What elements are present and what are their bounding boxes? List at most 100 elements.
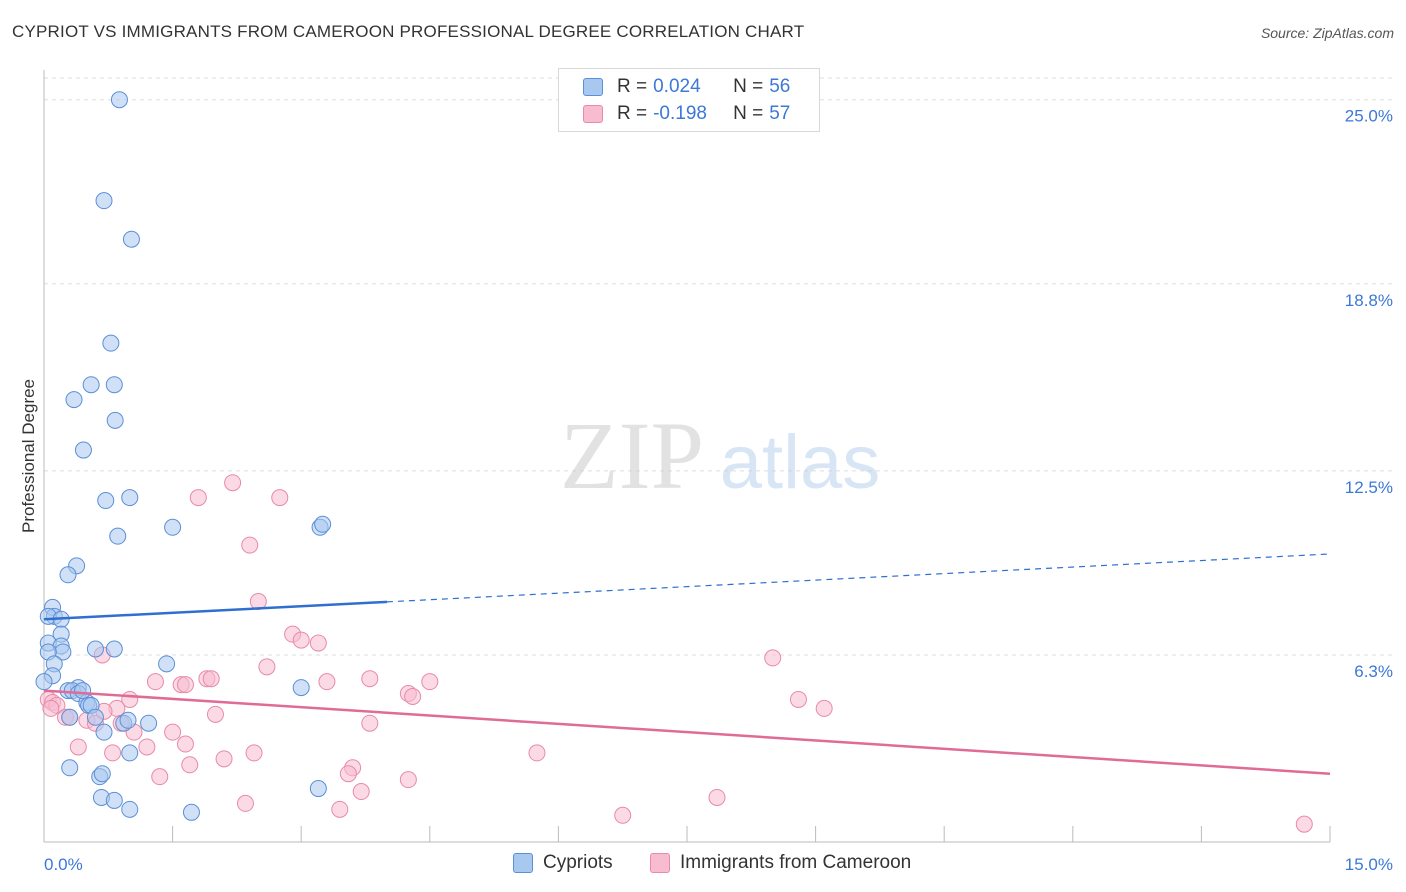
cameroon-point [236, 794, 254, 812]
cameroon-trend-line [43, 689, 1331, 775]
cameroon-point [215, 750, 233, 768]
chart-title: CYPRIOT VS IMMIGRANTS FROM CAMEROON PROF… [12, 22, 805, 41]
y-tick-label: 12.5% [1345, 478, 1393, 497]
cypriot-point [95, 723, 113, 741]
legend-r-label: R = [617, 103, 648, 124]
legend-swatch-blue [583, 78, 603, 96]
cypriot-point [105, 376, 123, 394]
cypriot-point [74, 441, 92, 459]
x-tick-label: 15.0% [1345, 855, 1393, 874]
cypriot-point [122, 230, 140, 248]
series-label-cameroon: Immigrants from Cameroon [680, 852, 912, 873]
cypriot-point [102, 334, 120, 352]
cameroon-point [815, 699, 833, 717]
cypriot-point [158, 655, 176, 673]
tick-labels: 6.3% 12.5% 18.8% 25.0% 0.0% 15.0% [44, 107, 1393, 874]
cameroon-point [258, 658, 276, 676]
legend-r-label: R = [617, 76, 648, 97]
cameroon-point [271, 489, 289, 507]
y-tick-label: 18.8% [1345, 291, 1393, 310]
watermark: ZIP atlas [560, 402, 880, 509]
cypriot-point [110, 91, 128, 109]
y-tick-label: 6.3% [1354, 662, 1393, 681]
cypriot-point [97, 492, 115, 510]
cypriot-point [93, 765, 111, 783]
cameroon-point [764, 649, 782, 667]
cypriot-point [105, 791, 123, 809]
legend-swatch-pink [583, 105, 603, 123]
y-tick-label: 25.0% [1345, 107, 1393, 126]
cameroon-point [309, 634, 327, 652]
cypriot-point [121, 489, 139, 507]
cypriot-point [164, 518, 182, 536]
cypriot-point [59, 566, 77, 584]
legend-n-value-cameroon: 57 [769, 103, 791, 124]
cameroon-point [614, 806, 632, 824]
cameroon-point [339, 765, 357, 783]
cameroon-point [164, 723, 182, 741]
cypriot-point [61, 708, 79, 726]
cypriot-point [292, 679, 310, 697]
trend-lines [43, 553, 1331, 775]
cameroon-point [104, 744, 122, 762]
legend-r-value-cypriots: 0.024 [653, 76, 701, 97]
cameroon-point [528, 744, 546, 762]
cameroon-point [708, 788, 726, 806]
y-axis-label: Professional Degree [19, 379, 38, 533]
legend-row-cameroon: R = -0.198 N = 57 [583, 102, 790, 126]
series-legend-cameroon: Immigrants from Cameroon [650, 852, 911, 874]
cameroon-point [138, 738, 156, 756]
cypriot-point [182, 803, 200, 821]
legend-n-label: N = [733, 103, 764, 124]
series-label-cypriots: Cypriots [543, 852, 613, 873]
cameroon-point [206, 705, 224, 723]
watermark-zip: ZIP [560, 402, 704, 509]
cypriot-point [82, 376, 100, 394]
series-swatch-blue [513, 853, 533, 873]
legend-r-value-cameroon: -0.198 [653, 103, 707, 124]
legend-n-value-cypriots: 56 [769, 76, 791, 97]
cypriot-trend-solid [43, 600, 387, 621]
cameroon-point [146, 673, 164, 691]
watermark-atlas: atlas [720, 420, 881, 505]
cypriot-point [314, 515, 332, 533]
cameroon-point [176, 735, 194, 753]
series-legend-cypriots: Cypriots [513, 852, 613, 874]
cameroon-point [241, 536, 259, 554]
cameroon-point [404, 688, 422, 706]
cypriot-point [121, 744, 139, 762]
cameroon-point [361, 670, 379, 688]
cypriot-point [86, 708, 104, 726]
cameroon-point [318, 673, 336, 691]
cypriot-point [65, 391, 83, 409]
cameroon-point [1295, 815, 1313, 833]
cameroon-point [42, 699, 60, 717]
cameroon-point [292, 631, 310, 649]
cameroon-point [352, 783, 370, 801]
cypriot-point [95, 192, 113, 210]
cameroon-point [245, 744, 263, 762]
grid-lines [44, 77, 1392, 656]
cypriot-point [105, 640, 123, 658]
cameroon-point [69, 738, 87, 756]
cameroon-point [399, 771, 417, 789]
cypriot-point [309, 780, 327, 798]
cypriot-point [119, 711, 137, 729]
cypriot-point [140, 714, 158, 732]
cameroon-point [224, 474, 242, 492]
cameroon-point [202, 670, 220, 688]
cypriot-point [74, 682, 92, 700]
x-tick-label: 0.0% [44, 855, 83, 874]
cameroon-point [331, 800, 349, 818]
legend-row-cypriots: R = 0.024 N = 56 [583, 75, 790, 99]
cypriot-point [106, 411, 124, 429]
cameroon-point [421, 673, 439, 691]
cameroon-point [189, 489, 207, 507]
cypriot-trend-dashed [386, 553, 1331, 603]
cameroon-point [151, 768, 169, 786]
source-label: Source: ZipAtlas.com [1260, 25, 1394, 41]
cameroon-point [176, 676, 194, 694]
correlation-legend: R = 0.024 N = 56 R = -0.198 N = 57 [558, 68, 820, 132]
cypriot-point [109, 527, 127, 545]
